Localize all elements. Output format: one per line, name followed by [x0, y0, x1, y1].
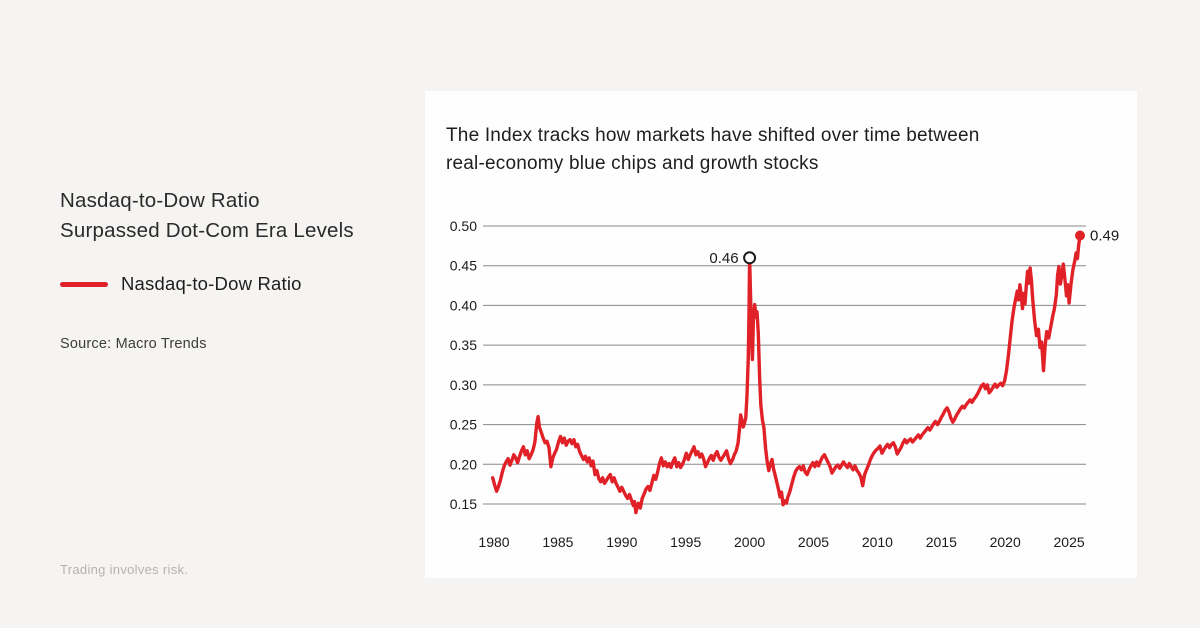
x-tick-label: 1990 — [606, 534, 637, 550]
x-tick-label: 2025 — [1054, 534, 1085, 550]
source-note: Source: Macro Trends — [60, 336, 207, 352]
y-tick-label: 0.50 — [450, 218, 477, 234]
y-tick-label: 0.40 — [450, 297, 477, 313]
peak-open-circle-marker — [743, 251, 757, 265]
latest-point-dot-marker — [1075, 230, 1085, 241]
y-tick-label: 0.30 — [450, 377, 477, 393]
chart-subtitle-line1: The Index tracks how markets have shifte… — [446, 125, 980, 146]
x-tick-label: 1985 — [542, 534, 573, 550]
page-title: Nasdaq-to-Dow Ratio Surpassed Dot-Com Er… — [60, 186, 354, 246]
page-title-line2: Surpassed Dot-Com Era Levels — [60, 219, 354, 242]
legend-label: Nasdaq-to-Dow Ratio — [121, 273, 302, 294]
y-tick-label: 0.45 — [450, 258, 477, 274]
ratio-line-chart: 0.15 0.20 0.25 0.30 0.35 0.40 0.45 0.50 1980 1985… — [450, 218, 1119, 550]
annotation-label: 0.46 — [709, 250, 738, 267]
risk-disclaimer: Trading involves risk. — [60, 562, 189, 577]
x-tick-label: 2020 — [990, 534, 1021, 550]
chart-subtitle: The Index tracks how markets have shifte… — [446, 122, 980, 178]
x-tick-label: 2000 — [734, 534, 765, 550]
x-tick-label: 2005 — [798, 534, 829, 550]
chart-subtitle-line2: real-economy blue chips and growth stock… — [446, 153, 819, 174]
y-tick-label: 0.20 — [450, 456, 477, 472]
y-tick-label: 0.15 — [450, 496, 477, 512]
chart-card: The Index tracks how markets have shifte… — [425, 91, 1137, 578]
ratio-line — [491, 233, 1082, 515]
legend: Nasdaq-to-Dow Ratio — [60, 272, 302, 296]
x-tick-label: 1980 — [478, 534, 509, 550]
y-tick-label: 0.35 — [450, 337, 477, 353]
page-title-line1: Nasdaq-to-Dow Ratio — [60, 189, 260, 212]
y-tick-label: 0.25 — [450, 417, 477, 433]
x-tick-label: 1995 — [670, 534, 701, 550]
x-tick-label: 2015 — [926, 534, 957, 550]
annotation-label: 0.49 — [1090, 228, 1119, 245]
x-tick-label: 2010 — [862, 534, 893, 550]
legend-line-swatch — [60, 281, 108, 287]
